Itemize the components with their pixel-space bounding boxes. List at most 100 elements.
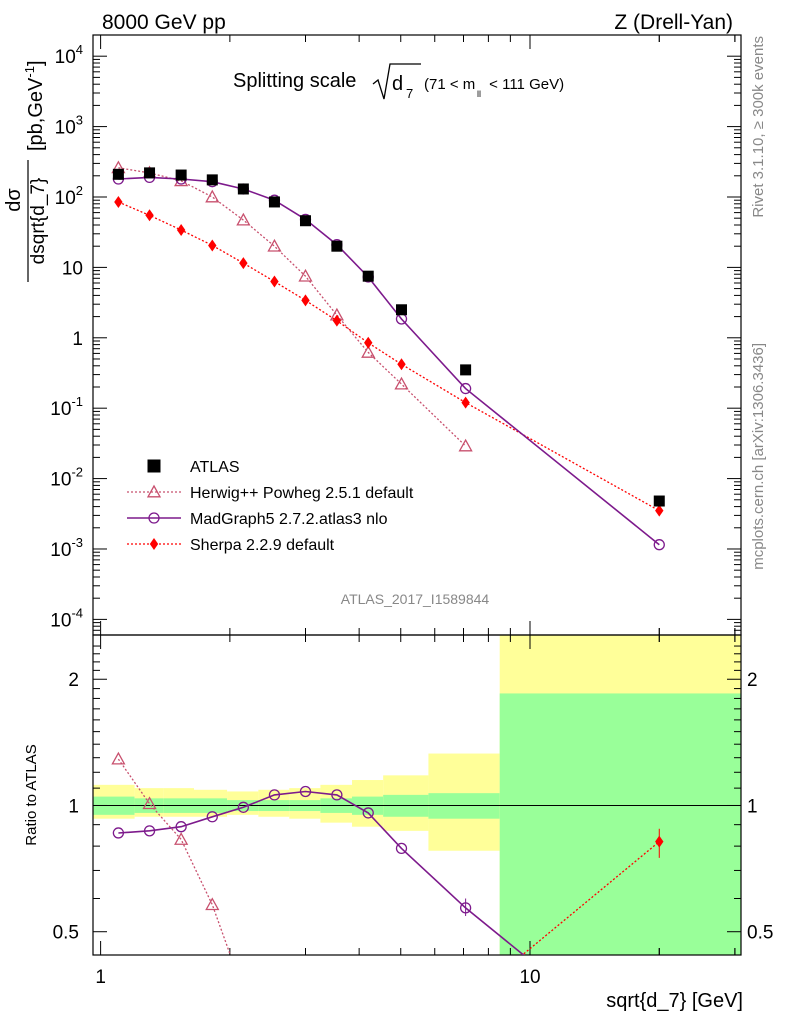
header-left: 8000 GeV pp xyxy=(102,11,226,34)
y-tick-label: 10-4 xyxy=(50,605,83,631)
ratio-point-madgraph xyxy=(299,785,312,798)
y-tick-label: 10-2 xyxy=(50,465,83,491)
point-herwig xyxy=(267,238,282,252)
ratio-point-madgraph xyxy=(112,827,125,839)
point-sherpa xyxy=(301,294,310,307)
ratio-line-sherpa xyxy=(521,841,660,955)
sqrt-sign xyxy=(372,63,421,100)
title-range-sub: ll xyxy=(477,89,481,99)
legend-marker-herwig xyxy=(146,484,162,498)
title-sqrt: d xyxy=(392,73,403,95)
svg-text:Ratio to ATLAS: Ratio to ATLAS xyxy=(23,744,40,845)
point-sherpa xyxy=(114,195,123,208)
point-sherpa xyxy=(145,209,154,222)
ratio-point-madgraph xyxy=(143,825,156,837)
ratio-point-madgraph xyxy=(175,821,187,833)
ratio-point-madgraph xyxy=(268,789,281,801)
ylabel-den: dsqrt{d_7} xyxy=(28,178,49,265)
point-sherpa xyxy=(364,336,373,349)
y-tick-label: 104 xyxy=(55,42,83,68)
title-sqrt-sub: 7 xyxy=(406,86,413,101)
main-title: Splitting scale d 7 (71 < m ll < 111 GeV… xyxy=(233,63,564,101)
legend-label-sherpa: Sherpa 2.2.9 default xyxy=(190,537,335,554)
y-axis-label-main: dσ dsqrt{d_7} [pb,GeV-1] xyxy=(3,60,49,282)
ratio-y-tick-label-left: 1 xyxy=(68,796,79,817)
main-axes: 1 10 10-4 10-3 10-2 10-1 1 10 102 103 104 0.5 0.5 1 1 2… xyxy=(50,34,773,988)
legend-marker-sherpa xyxy=(149,538,159,550)
x-axis-label: sqrt{d_7} [GeV] xyxy=(606,990,743,1012)
legend-label-herwig: Herwig++ Powheg 2.5.1 default xyxy=(190,485,414,502)
point-herwig xyxy=(394,376,409,390)
ratio-y-tick-label-left: 2 xyxy=(68,670,79,691)
y-tick-label: 1 xyxy=(72,329,83,350)
y-tick-label: 10 xyxy=(62,258,83,279)
x-tick-label: 1 xyxy=(95,967,106,988)
ratio-y-tick-label-left: 0.5 xyxy=(53,923,79,944)
ratio-point-madgraph xyxy=(362,807,374,819)
legend-label-madgraph: MadGraph5 2.7.2.atlas3 nlo xyxy=(190,511,388,528)
ratio-frame xyxy=(92,634,742,956)
ratio-y-tick-label-right: 2 xyxy=(747,670,758,691)
point-sherpa xyxy=(655,504,664,517)
legend-label-data: ATLAS xyxy=(190,459,240,476)
point-data xyxy=(362,270,374,282)
ratio-bands xyxy=(93,635,741,955)
ratio-point-herwig xyxy=(142,796,157,810)
side-label-mcplots: mcplots.cern.ch [arXiv:1306.3436] xyxy=(750,343,767,570)
point-madgraph xyxy=(653,539,665,551)
ratio-point-herwig xyxy=(174,832,189,845)
analysis-id: ATLAS_2017_I1589844 xyxy=(341,591,490,607)
legend-marker-madgraph xyxy=(148,512,160,524)
point-herwig xyxy=(458,438,473,452)
ratio-point-madgraph xyxy=(237,801,250,813)
title-range: (71 < m xyxy=(424,76,475,93)
side-label-rivet: Rivet 3.1.10, ≥ 300k events xyxy=(750,36,767,218)
point-data xyxy=(460,364,472,376)
point-data xyxy=(144,167,156,179)
point-herwig xyxy=(236,212,251,226)
ratio-series xyxy=(111,751,664,978)
point-data xyxy=(112,168,124,180)
point-data xyxy=(395,304,407,316)
series-line-herwig xyxy=(118,167,467,447)
point-sherpa xyxy=(208,239,217,252)
x-tick-label: 10 xyxy=(519,967,540,988)
legend: ATLAS Herwig++ Powheg 2.5.1 default MadGra… xyxy=(127,459,414,554)
ratio-y-tick-label-right: 0.5 xyxy=(747,923,773,944)
point-herwig xyxy=(298,268,313,282)
ratio-line-herwig xyxy=(117,758,232,955)
point-herwig xyxy=(361,345,376,358)
point-data xyxy=(653,495,665,507)
ylabel-unit: [pb,GeV-1] xyxy=(22,60,47,151)
header-right: Z (Drell-Yan) xyxy=(614,11,733,34)
ratio-point-madgraph xyxy=(395,842,408,855)
point-sherpa xyxy=(239,257,248,270)
y-tick-label: 10-3 xyxy=(50,535,83,561)
point-data xyxy=(237,183,249,195)
point-herwig xyxy=(205,189,220,203)
point-sherpa xyxy=(332,314,342,327)
y-tick-label: 102 xyxy=(55,183,83,209)
ratio-point-sherpa xyxy=(114,966,122,978)
band-inner-bin xyxy=(499,693,741,955)
ratio-y-label: Ratio to ATLAS xyxy=(23,744,40,845)
main-series xyxy=(111,160,665,551)
ratio-y-tick-label-right: 1 xyxy=(747,796,758,817)
title-range-end: < 111 GeV) xyxy=(485,76,564,93)
point-sherpa xyxy=(176,223,186,236)
point-sherpa xyxy=(270,275,279,288)
point-sherpa xyxy=(397,358,406,371)
point-data xyxy=(206,174,218,186)
point-data xyxy=(268,196,280,208)
ratio-point-madgraph xyxy=(331,789,343,801)
legend-marker-data xyxy=(147,459,161,473)
point-madgraph xyxy=(459,382,472,395)
y-tick-label: 10-1 xyxy=(50,394,83,420)
series-line-sherpa xyxy=(118,201,660,512)
point-data xyxy=(175,169,187,181)
point-data xyxy=(331,240,343,252)
ratio-point-herwig xyxy=(111,751,126,765)
point-sherpa xyxy=(461,396,470,409)
y-tick-label: 103 xyxy=(55,113,83,139)
